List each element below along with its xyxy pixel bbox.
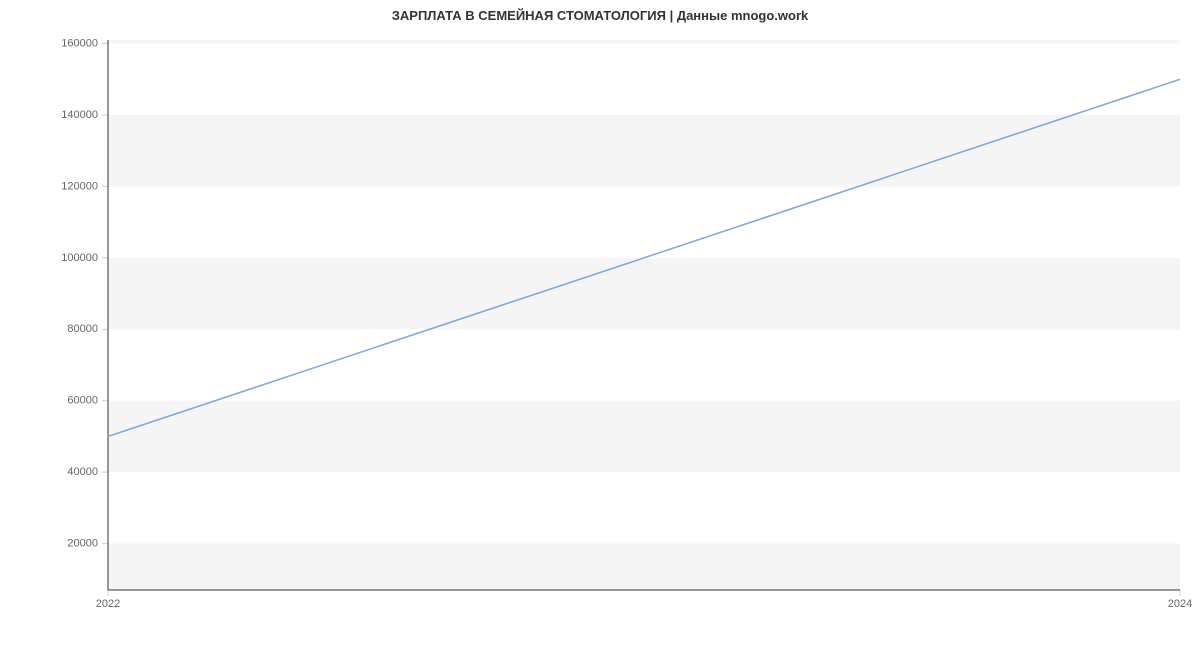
chart-title: ЗАРПЛАТА В СЕМЕЙНАЯ СТОМАТОЛОГИЯ | Данны… — [0, 8, 1200, 23]
y-tick-label: 160000 — [61, 37, 98, 49]
y-tick-label: 120000 — [61, 180, 98, 192]
y-tick-label: 140000 — [61, 109, 98, 121]
y-tick-label: 60000 — [67, 395, 98, 407]
x-tick-label: 2022 — [96, 598, 120, 610]
x-tick-label: 2024 — [1168, 598, 1192, 610]
chart-svg: 20000 40000 60000 80000 100000 120000 140000 16… — [0, 0, 1200, 650]
y-tick-label: 100000 — [61, 252, 98, 264]
y-tick-label: 40000 — [67, 466, 98, 478]
y-tick-label: 80000 — [67, 323, 98, 335]
y-tick-label: 20000 — [67, 537, 98, 549]
salary-line-chart: ЗАРПЛАТА В СЕМЕЙНАЯ СТОМАТОЛОГИЯ | Данны… — [0, 0, 1200, 650]
